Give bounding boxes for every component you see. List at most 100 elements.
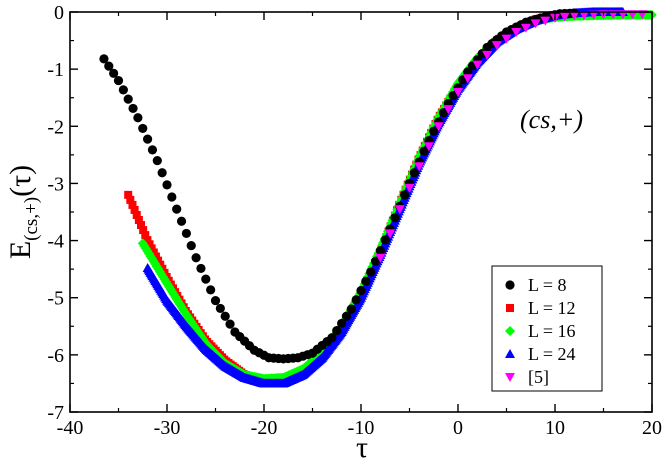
data-point [491, 41, 502, 51]
data-point [206, 285, 216, 295]
data-point [385, 229, 396, 239]
x-tick-label: 10 [545, 417, 565, 439]
data-point [443, 105, 454, 115]
legend-entries: L = 8 L = 12 L = 16 L = 24 [5] [505, 275, 575, 387]
annotation-label: (cs,+) [520, 105, 583, 134]
y-tick-label: -7 [47, 402, 64, 424]
data-point [196, 263, 206, 274]
data-point [453, 88, 463, 97]
y-tick-label: -2 [47, 116, 64, 138]
data-point [414, 162, 425, 172]
data-point [588, 10, 599, 20]
legend-label: L = 24 [528, 344, 575, 364]
data-point [400, 190, 410, 200]
x-tick-label: -10 [348, 417, 375, 439]
data-point [390, 213, 400, 223]
data-point [134, 216, 143, 224]
data-point [482, 50, 493, 60]
data-point [419, 146, 429, 156]
data-point [167, 192, 177, 202]
legend-marker [505, 349, 515, 358]
data-point [346, 304, 356, 314]
y-tick-label: -5 [47, 288, 64, 310]
y-tick-label: -4 [47, 231, 64, 253]
data-point [138, 123, 148, 134]
x-tick-label: 20 [642, 417, 662, 439]
data-point [130, 205, 139, 214]
data-point [429, 126, 439, 136]
data-point [124, 190, 133, 199]
y-tick-label: -1 [47, 59, 64, 81]
data-point [147, 145, 158, 155]
series-4 [375, 10, 648, 263]
data-point [157, 168, 167, 178]
data-point [332, 325, 342, 336]
axis-ticks: -40 -30 -20 -10 0 10 20-7-6-5-4-3-2-10 [47, 2, 662, 439]
data-point [501, 34, 512, 44]
data-point [133, 113, 143, 123]
y-tick-label: -3 [47, 173, 64, 195]
data-point [559, 12, 570, 22]
plot-data-layer [99, 7, 657, 388]
data-point [162, 180, 172, 190]
data-point [380, 235, 390, 245]
y-tick-label: -6 [47, 345, 64, 367]
data-point [438, 108, 449, 118]
y-tick-label: 0 [54, 2, 64, 24]
data-point [579, 11, 590, 21]
legend-label: L = 16 [528, 321, 575, 341]
data-point [128, 200, 137, 209]
data-point [210, 295, 221, 306]
data-point [191, 253, 201, 263]
legend-label: L = 12 [528, 298, 575, 318]
y-axis-label-main: E [4, 241, 37, 259]
data-point [149, 248, 158, 257]
data-point [181, 228, 191, 239]
data-point [201, 274, 211, 284]
data-point [327, 333, 337, 343]
data-point [540, 16, 551, 26]
data-point [356, 285, 366, 296]
data-point [104, 61, 114, 71]
data-point [128, 103, 138, 114]
data-point [472, 60, 483, 70]
data-point [186, 240, 196, 251]
legend-label: L = 8 [528, 275, 566, 295]
data-point [341, 311, 352, 321]
data-point [172, 204, 182, 214]
data-point [176, 216, 187, 226]
data-point [375, 253, 386, 263]
data-point [143, 236, 152, 245]
data-point [351, 295, 361, 305]
data-point [409, 168, 419, 178]
legend: L = 8 L = 12 L = 16 L = 24 [5] [491, 265, 603, 392]
data-point [215, 303, 225, 314]
data-point [530, 19, 541, 29]
data-point [423, 142, 434, 152]
y-axis-label-sub: (cs,+) [21, 197, 42, 241]
data-point [152, 155, 162, 166]
data-point [394, 205, 405, 215]
data-point [225, 319, 235, 329]
data-point [132, 210, 141, 219]
legend-marker [506, 304, 514, 312]
legend-marker [505, 373, 515, 382]
data-point [123, 94, 133, 104]
data-point [520, 23, 531, 33]
data-point [462, 74, 473, 84]
svg-text:τ: τ [356, 431, 368, 462]
data-point [126, 195, 135, 204]
x-tick-label: 0 [453, 417, 463, 439]
x-tick-label: -30 [154, 417, 181, 439]
y-axis-label-tail: (τ) [4, 165, 37, 197]
data-point [337, 318, 347, 329]
legend-marker [505, 280, 515, 290]
data-point [156, 260, 165, 269]
x-tick-label: -20 [251, 417, 278, 439]
data-point [511, 28, 522, 37]
data-point [569, 11, 580, 21]
data-point [154, 256, 163, 265]
data-point [143, 134, 153, 144]
data-point [139, 226, 148, 235]
